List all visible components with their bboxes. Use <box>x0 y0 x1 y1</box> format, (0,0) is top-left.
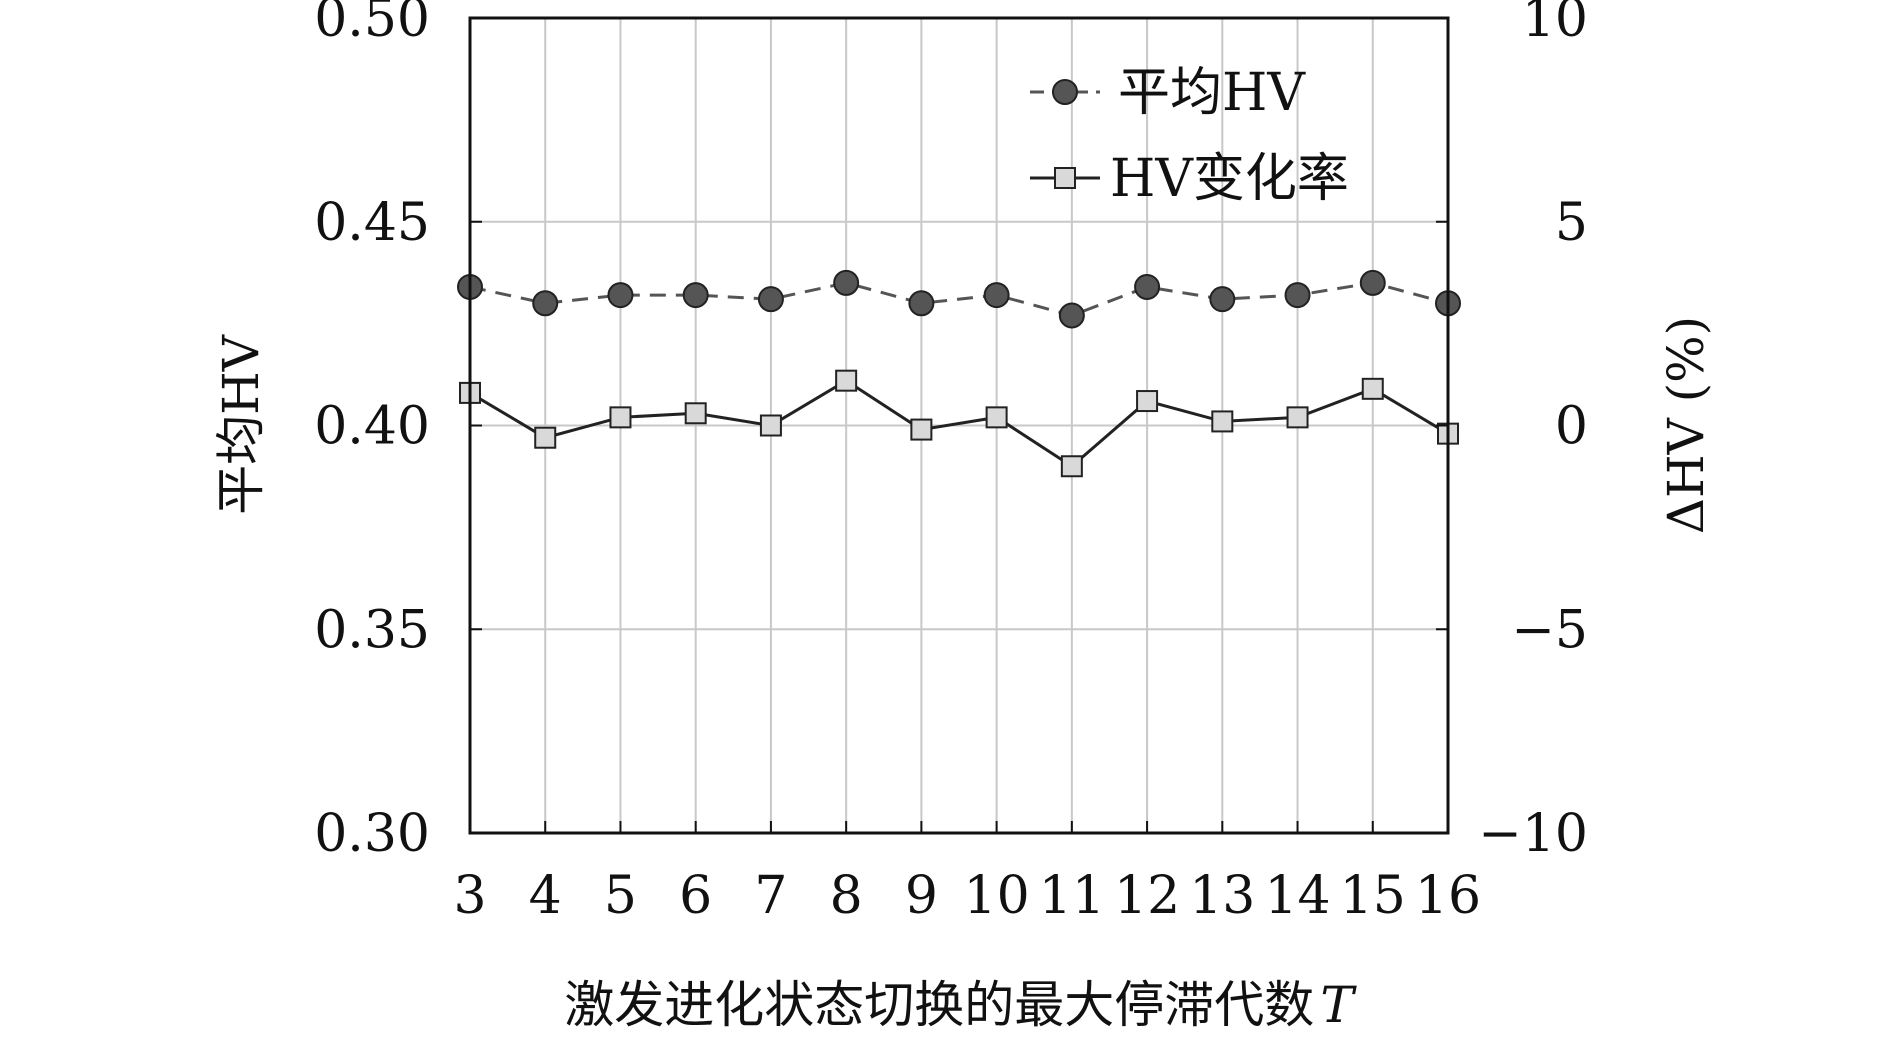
data-point-hv-change <box>759 414 782 437</box>
data-point-mean-hv <box>682 282 709 309</box>
y-right-tick-label: 10 <box>1522 0 1588 49</box>
x-tick-label: 4 <box>529 866 562 926</box>
data-point-mean-hv <box>1058 302 1085 329</box>
x-tick-label: 11 <box>1039 866 1105 926</box>
y-axis-right-label: ΔHV (%) <box>1657 316 1715 534</box>
legend-marker-mean-hv <box>1052 79 1078 105</box>
data-point-mean-hv <box>1134 273 1161 300</box>
legend-marker-hv-change <box>1054 167 1076 189</box>
data-point-hv-change <box>1286 406 1309 429</box>
legend-label-mean-hv: 平均HV <box>1118 63 1306 123</box>
data-point-hv-change <box>1060 455 1083 478</box>
data-point-mean-hv <box>1359 269 1386 296</box>
data-point-hv-change <box>534 426 557 449</box>
series-layer <box>457 269 1461 478</box>
series-line-hv-change <box>469 378 1449 469</box>
y-left-tick-label: 0.50 <box>314 0 430 49</box>
data-point-hv-change <box>985 406 1008 429</box>
y-right-tick-label: 0 <box>1555 397 1588 457</box>
x-tick-label: 15 <box>1340 866 1406 926</box>
x-tick-label: 8 <box>830 866 863 926</box>
x-axis-label-var: T <box>1320 976 1357 1034</box>
x-tick-label: 16 <box>1415 866 1481 926</box>
x-tick-label: 10 <box>964 866 1030 926</box>
x-tick-label: 13 <box>1189 866 1255 926</box>
x-tick-label: 3 <box>453 866 486 926</box>
right-y-axis: −10 −5 0 5 10 <box>1436 0 1588 864</box>
y-right-tick-label: −10 <box>1478 804 1588 864</box>
left-y-axis: 0.30 0.35 0.40 0.45 0.50 <box>314 0 482 864</box>
data-point-hv-change <box>609 406 632 429</box>
legend-item-hv-change: HV变化率 <box>1030 149 1349 209</box>
data-point-mean-hv <box>908 290 935 317</box>
data-point-mean-hv <box>983 282 1010 309</box>
legend-item-mean-hv: 平均HV <box>1030 63 1306 123</box>
x-tick-label: 9 <box>905 866 938 926</box>
data-point-mean-hv <box>1284 282 1311 309</box>
data-point-hv-change <box>684 402 707 425</box>
y-left-tick-label: 0.30 <box>314 804 430 864</box>
data-point-hv-change <box>835 369 858 392</box>
y-left-tick-label: 0.45 <box>314 193 430 253</box>
data-point-hv-change <box>1211 410 1234 433</box>
x-tick-label: 12 <box>1114 866 1180 926</box>
x-tick-label: 6 <box>679 866 712 926</box>
data-point-mean-hv <box>532 290 559 317</box>
data-point-hv-change <box>1361 377 1384 400</box>
data-point-hv-change <box>910 418 933 441</box>
data-point-mean-hv <box>607 282 634 309</box>
y-axis-left-label: 平均HV <box>212 334 270 515</box>
x-axis-label: 激发进化状态切换的最大停滞代数 T <box>564 976 1357 1034</box>
x-tick-label: 14 <box>1264 866 1330 926</box>
data-point-mean-hv <box>757 286 784 313</box>
legend: 平均HV HV变化率 <box>1030 63 1349 209</box>
data-point-hv-change <box>1136 390 1159 413</box>
y-right-tick-label: 5 <box>1555 193 1588 253</box>
y-right-tick-label: −5 <box>1511 600 1588 660</box>
legend-label-hv-change: HV变化率 <box>1110 149 1349 209</box>
data-point-mean-hv <box>1209 286 1236 313</box>
y-left-tick-label: 0.35 <box>314 600 430 660</box>
x-tick-label: 7 <box>754 866 787 926</box>
y-left-tick-label: 0.40 <box>314 397 430 457</box>
x-tick-label: 5 <box>604 866 637 926</box>
x-axis-label-text: 激发进化状态切换的最大停滞代数 <box>564 976 1314 1034</box>
x-axis: 3 4 5 6 7 8 9 10 11 12 13 14 15 16 <box>453 821 1481 926</box>
data-point-mean-hv <box>833 269 860 296</box>
